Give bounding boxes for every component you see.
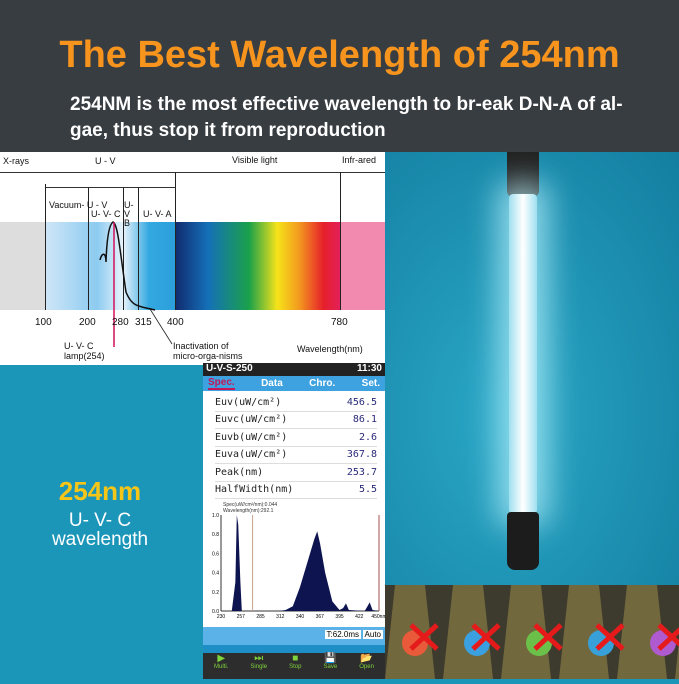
spectrum-diagram: X-rays U - V Visible light Infr-ared Vac…	[0, 152, 385, 365]
tick-315: 315	[135, 317, 152, 328]
device-time: 11:30	[356, 363, 382, 374]
row-value: 2.6	[358, 431, 377, 443]
y-tick: 0.8	[212, 532, 219, 538]
chart-info-wavelength: Wavelength(nm):292.1	[223, 508, 274, 514]
subtitle: 254NM is the most effective wavelength t…	[70, 94, 623, 141]
inactivation-label: Inactivation of micro-orga-nisms	[173, 341, 243, 361]
x-tick: 340	[296, 614, 305, 620]
label-vacuum-uv: Vacuum- U - V	[49, 200, 108, 210]
tick-780: 780	[331, 317, 348, 328]
device-button-single[interactable]: ⏭ Single	[250, 653, 268, 670]
page-title: The Best Wavelength of 254nm	[59, 34, 620, 76]
red-x-icon	[471, 623, 501, 651]
y-tick: 0.2	[212, 590, 219, 596]
axis-label: Wavelength(nm)	[297, 344, 363, 354]
measurement-row: Euva(uW/cm²) 367.8	[215, 447, 377, 464]
lamp-label: U- V- C lamp(254)	[64, 341, 105, 361]
x-tick: 257	[237, 614, 246, 620]
spectrum-area	[221, 515, 379, 611]
spectrum-chart: Spec(uW/cm²/nm):0.044 Wavelength(nm):292.…	[203, 499, 387, 627]
red-x-icon	[409, 623, 439, 651]
tab-set[interactable]: Set.	[361, 378, 380, 389]
device-button-save[interactable]: 💾 Save	[323, 653, 338, 670]
measurement-row: Euvc(uW/cm²) 86.1	[215, 412, 377, 429]
label-uva: U- V- A	[143, 209, 172, 219]
wavelength-big: 254nm	[58, 476, 142, 506]
tick-200: 200	[79, 317, 96, 328]
y-tick: 1.0	[212, 513, 219, 519]
button-icon: 📂	[360, 653, 373, 664]
red-x-icon	[595, 623, 625, 651]
measurement-row: Euvb(uW/cm²) 2.6	[215, 429, 377, 447]
row-label: Euvc(uW/cm²)	[215, 414, 288, 426]
uv-meter-device: U-V-S-250 11:30 Spec. Data Chro. Set. Euv…	[203, 363, 387, 679]
row-label: Euvb(uW/cm²)	[215, 431, 288, 443]
wavelength-text: wavelength	[51, 529, 149, 550]
measurement-row: HalfWidth(nm) 5.5	[215, 482, 377, 499]
button-icon: ⏭	[254, 653, 264, 664]
red-x-icon	[657, 623, 679, 651]
row-value: 367.8	[346, 449, 377, 461]
device-button-stop[interactable]: ■ Stop	[289, 653, 302, 670]
uvc-text: U- V- C	[68, 510, 132, 531]
row-value: 86.1	[352, 414, 377, 426]
y-tick: 0.4	[212, 571, 219, 577]
label-uvb: U-V B	[124, 200, 134, 228]
tick-400: 400	[167, 317, 184, 328]
label-infrared: Infr-ared	[342, 155, 377, 165]
exposure-time[interactable]: T:62.0ms	[324, 630, 361, 639]
tick-100: 100	[35, 317, 52, 328]
microbes-strip	[385, 585, 679, 679]
row-value: 5.5	[358, 484, 377, 496]
measurement-row: Peak(nm) 253.7	[215, 464, 377, 482]
x-tick: 450nm	[371, 614, 385, 620]
device-model: U-V-S-250	[206, 363, 253, 374]
absorption-curve	[99, 221, 173, 347]
x-tick: 230	[217, 614, 226, 620]
tick-280: 280	[112, 317, 129, 328]
device-button-multi[interactable]: ▶ Multi.	[214, 653, 229, 670]
y-tick: 0.0	[212, 609, 219, 615]
row-label: Peak(nm)	[215, 466, 264, 478]
label-uvc: U- V- C	[91, 209, 121, 219]
y-tick: 0.6	[212, 551, 219, 557]
label-uv: U - V	[95, 156, 116, 166]
button-icon: ▶	[217, 653, 226, 664]
x-tick: 395	[335, 614, 344, 620]
x-tick: 285	[256, 614, 265, 620]
row-label: Euva(uW/cm²)	[215, 449, 288, 461]
x-tick: 367	[316, 614, 325, 620]
tab-data[interactable]: Data	[261, 378, 283, 389]
measurement-row: Euv(uW/cm²) 456.5	[215, 394, 377, 412]
row-label: HalfWidth(nm)	[215, 484, 294, 496]
uv-lamp-image	[505, 152, 541, 592]
row-value: 253.7	[346, 466, 377, 478]
mode-auto[interactable]: Auto	[362, 630, 383, 639]
device-button-open[interactable]: 📂 Open	[359, 653, 374, 670]
x-tick: 312	[276, 614, 285, 620]
red-x-icon	[533, 623, 563, 651]
button-icon: 💾	[324, 653, 337, 664]
tab-spec[interactable]: Spec.	[208, 377, 235, 390]
row-label: Euv(uW/cm²)	[215, 396, 282, 408]
button-icon: ■	[292, 653, 299, 664]
chart-info-spec: Spec(uW/cm²/nm):0.044	[223, 502, 278, 508]
label-xrays: X-rays	[3, 156, 30, 166]
tab-chro[interactable]: Chro.	[309, 378, 336, 389]
measurement-table: Euv(uW/cm²) 456.5 Euvc(uW/cm²) 86.1 Euvb(uW/…	[203, 391, 385, 499]
row-value: 456.5	[346, 396, 377, 408]
header: The Best Wavelength of 254nm 254NM is th…	[0, 0, 679, 152]
x-tick: 422	[355, 614, 364, 620]
label-visible: Visible light	[232, 155, 278, 165]
